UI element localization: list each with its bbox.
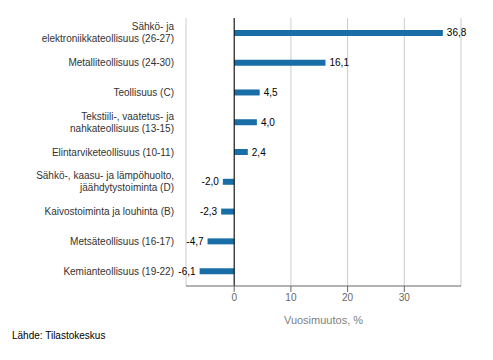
svg-text:Kemianteollisuus (19-22): Kemianteollisuus (19-22) <box>63 266 174 277</box>
svg-text:-2,3: -2,3 <box>200 206 218 217</box>
svg-text:-6,1: -6,1 <box>178 266 196 277</box>
svg-text:Teollisuus (C): Teollisuus (C) <box>113 87 174 98</box>
html-text:Lähde: Tilastokeskus: Lähde: Tilastokeskus <box>12 330 106 341</box>
svg-text:Tekstiili-, vaatetus- janahkat: Tekstiili-, vaatetus- janahkateollisuus … <box>70 111 174 134</box>
svg-text:Kaivostoiminta ja louhinta (B): Kaivostoiminta ja louhinta (B) <box>44 206 174 217</box>
svg-text:10: 10 <box>285 292 297 303</box>
svg-text:4,0: 4,0 <box>261 117 275 128</box>
svg-text:-2,0: -2,0 <box>202 176 220 187</box>
svg-text:Metsäteollisuus (16-17): Metsäteollisuus (16-17) <box>70 236 174 247</box>
svg-text:Elintarviketeollisuus (10-11): Elintarviketeollisuus (10-11) <box>52 147 174 158</box>
svg-text:30: 30 <box>399 292 411 303</box>
svg-text:Metalliteollisuus (24-30): Metalliteollisuus (24-30) <box>68 57 174 68</box>
svg-text:Vuosimuutos, %: Vuosimuutos, % <box>284 314 363 326</box>
svg-text:0: 0 <box>231 292 237 303</box>
svg-text:-4,7: -4,7 <box>186 236 204 247</box>
svg-text:Sähkö-, kaasu- ja lämpöhuolto,: Sähkö-, kaasu- ja lämpöhuolto,jäähdytyst… <box>36 170 174 193</box>
svg-text:36,8: 36,8 <box>447 27 467 38</box>
svg-text:4,5: 4,5 <box>264 87 278 98</box>
svg-text:16,1: 16,1 <box>329 57 349 68</box>
svg-text:2,4: 2,4 <box>252 147 266 158</box>
svg-text:20: 20 <box>342 292 354 303</box>
svg-text:Sähkö- jaelektroniikkateollisu: Sähkö- jaelektroniikkateollisuus (26-27) <box>42 21 175 44</box>
